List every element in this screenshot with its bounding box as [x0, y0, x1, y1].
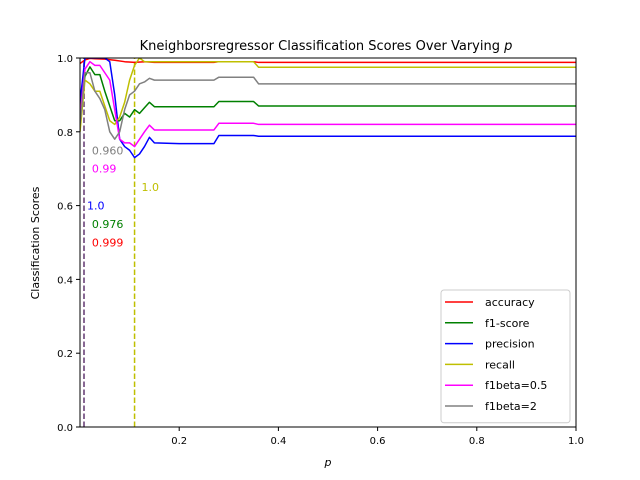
series-line-f1beta-0-5 [80, 60, 576, 148]
annotation-4: 0.99 [92, 163, 117, 176]
chart-title-main: Kneighborsregressor Classification Score… [140, 39, 505, 54]
plot-area: 0.999 0.976 1.0 1.0 0.99 0.960 0.2 0.4 0.6 0.8 1.0… [57, 54, 584, 447]
legend-box [440, 289, 571, 424]
y-tick-label: 0.6 [57, 202, 73, 213]
chart-title-variable: p [503, 39, 512, 54]
legend-label: accuracy [485, 296, 535, 309]
y-tick-label: 1.0 [57, 54, 73, 65]
annotation-3: 1.0 [142, 181, 160, 194]
annotation-2: 1.0 [87, 200, 105, 213]
legend-label: f1beta=0.5 [485, 379, 547, 392]
x-tick-label: 1.0 [568, 436, 584, 447]
x-axis-title: p [324, 456, 332, 469]
legend-label: f1-score [485, 317, 530, 330]
x-tick-label: 0.4 [270, 436, 286, 447]
x-tick-label: 0.2 [171, 436, 187, 447]
x-tick-label: 0.6 [370, 436, 386, 447]
annotation-0: 0.999 [92, 237, 124, 250]
series-line-precision [80, 58, 576, 159]
series-line-f1beta-2 [80, 72, 576, 140]
annotation-5: 0.960 [92, 144, 124, 157]
y-tick-label: 0.8 [57, 128, 73, 139]
legend-label: precision [485, 338, 535, 351]
series-line-recall [80, 58, 576, 132]
y-tick-label: 0.0 [57, 423, 73, 434]
x-tick-label: 0.8 [469, 436, 485, 447]
legend-label: f1beta=2 [485, 400, 537, 413]
series-line-f1-score [80, 66, 576, 122]
annotation-1: 0.976 [92, 218, 124, 231]
legend-label: recall [485, 358, 515, 371]
y-tick-label: 0.4 [57, 275, 73, 286]
series-lines [80, 58, 576, 159]
y-axis-title: Classification Scores [29, 186, 42, 299]
plot-frame [79, 57, 577, 428]
legend: accuracy f1-score precision recall f1beta=0.… [440, 289, 571, 424]
y-tick-label: 0.2 [57, 349, 73, 360]
chart-title: Kneighborsregressor Classification Score… [140, 39, 513, 54]
